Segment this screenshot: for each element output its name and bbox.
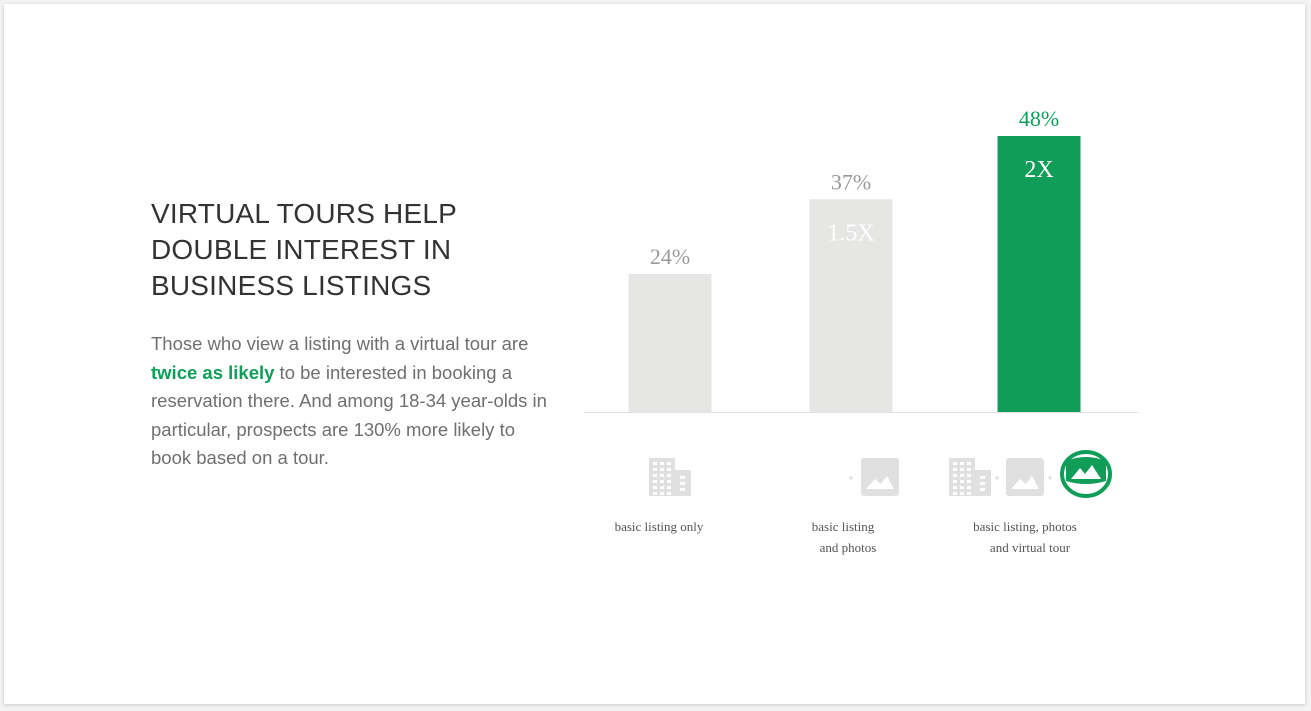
category-label-line: basic listing only [614,519,704,534]
building-icon [949,458,991,496]
bar [809,199,893,412]
body-text-start: Those who view a listing with a virtual … [151,333,529,354]
category-label-line: and photos [819,540,877,555]
headline: VIRTUAL TOURS HELP DOUBLE INTEREST IN BU… [151,198,457,301]
plus-icon: + [1047,473,1052,483]
category-label: basic listing, photos and virtual tour [925,516,1125,558]
category-label-line: and virtual tour [989,540,1071,555]
vr-headset-icon [1060,450,1112,498]
body-highlight: twice as likely [151,361,275,383]
bar [628,274,712,412]
bar-value-label: 24% [650,244,690,269]
bar-value-label: 48% [1019,106,1059,131]
category-label: basic listing only [559,516,759,537]
bar [997,136,1081,412]
plus-icon: + [994,473,999,483]
category-label-line: basic listing [811,519,875,534]
category-label-line: basic listing, photos [973,519,1077,534]
photo-icon [861,458,899,496]
category-label: basic listing and photos [743,516,943,558]
building-icon [649,458,691,496]
body-text: Those who view a listing with a virtual … [151,330,551,473]
bar-multiplier-label: 2X [1024,157,1053,183]
photo-icon [1006,458,1044,496]
bar-multiplier-label: 1.5X [827,220,874,246]
plus-icon: + [848,473,853,483]
body-text-end: to be interested in booking a reservatio… [151,361,547,469]
bar-value-label: 37% [831,169,871,194]
